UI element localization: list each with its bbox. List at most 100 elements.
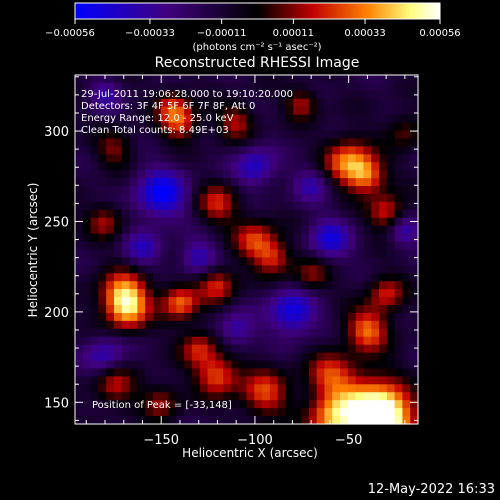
heatmap-cell xyxy=(145,90,154,100)
heatmap-cell xyxy=(262,122,271,132)
heatmap-cell xyxy=(324,249,333,259)
heatmap-cell xyxy=(340,368,349,378)
heatmap-cell xyxy=(347,400,357,409)
heatmap-cell xyxy=(176,138,185,147)
heatmap-cell xyxy=(371,305,380,314)
heatmap-cell xyxy=(207,265,216,274)
heatmap-cell xyxy=(386,281,396,290)
heatmap-cell xyxy=(347,328,357,338)
heatmap-cell xyxy=(308,106,318,116)
heatmap-cell xyxy=(191,122,201,132)
heatmap-cell xyxy=(207,186,216,195)
heatmap-cell xyxy=(145,154,154,163)
heatmap-cell xyxy=(254,312,263,322)
heatmap-cell xyxy=(347,273,357,282)
heatmap-cell xyxy=(371,281,380,290)
heatmap-cell xyxy=(262,154,271,163)
heatmap-cell xyxy=(137,400,146,409)
heatmap-cell xyxy=(246,392,255,401)
heatmap-cell xyxy=(223,75,232,84)
heatmap-cell xyxy=(308,360,318,370)
heatmap-cell xyxy=(285,170,294,179)
heatmap-cell xyxy=(246,416,255,425)
heatmap-cell xyxy=(347,193,357,203)
heatmap-cell xyxy=(316,281,326,290)
heatmap-cell xyxy=(137,289,146,298)
heatmap-cell xyxy=(262,225,271,235)
heatmap-cell xyxy=(332,273,341,282)
heatmap-cell xyxy=(82,289,92,298)
heatmap-cell xyxy=(90,344,99,354)
heatmap-cell xyxy=(316,122,326,132)
heatmap-cell xyxy=(324,400,333,409)
heatmap-cell xyxy=(152,154,162,163)
heatmap-cell xyxy=(145,297,154,306)
heatmap-cell xyxy=(301,209,310,219)
heatmap-cell xyxy=(308,209,318,219)
heatmap-cell xyxy=(98,273,107,282)
heatmap-cell xyxy=(152,75,162,84)
heatmap-cell xyxy=(215,130,224,140)
heatmap-cell xyxy=(152,408,162,417)
heatmap-cell xyxy=(379,305,388,314)
heatmap-cell xyxy=(410,273,419,282)
heatmap-cell xyxy=(207,154,216,163)
heatmap-cell xyxy=(121,273,131,282)
heatmap-cell xyxy=(316,416,326,425)
heatmap-cell xyxy=(308,75,318,84)
heatmap-cell xyxy=(371,201,380,211)
heatmap-cell xyxy=(137,344,146,354)
heatmap-cell xyxy=(113,336,123,346)
heatmap-cell xyxy=(340,392,349,401)
heatmap-cell xyxy=(98,281,107,290)
heatmap-cell xyxy=(386,82,396,92)
heatmap-cell xyxy=(168,320,177,330)
heatmap-cell xyxy=(176,376,185,385)
heatmap-cell xyxy=(121,233,131,243)
heatmap-cell xyxy=(145,106,154,116)
heatmap-cell xyxy=(355,336,365,346)
heatmap-cell xyxy=(121,75,131,84)
heatmap-cell xyxy=(363,233,372,243)
heatmap-cell xyxy=(316,186,326,195)
heatmap-cell xyxy=(254,368,263,378)
heatmap-cell xyxy=(410,408,419,417)
heatmap-cell xyxy=(285,106,294,116)
heatmap-cell xyxy=(199,186,209,195)
heatmap-cell xyxy=(113,162,123,171)
heatmap-cell xyxy=(106,170,115,179)
heatmap-cell xyxy=(223,201,232,211)
heatmap-cell xyxy=(285,320,294,330)
heatmap-cell xyxy=(160,201,170,211)
heatmap-cell xyxy=(137,138,146,147)
heatmap-cell xyxy=(215,122,224,132)
heatmap-cell xyxy=(269,241,279,251)
heatmap-cell xyxy=(332,344,341,354)
heatmap-cell xyxy=(168,384,177,393)
heatmap-cell xyxy=(230,249,240,259)
heatmap-cell xyxy=(308,281,318,290)
heatmap-cell xyxy=(293,273,302,282)
heatmap-cell xyxy=(137,178,146,187)
heatmap-cell xyxy=(152,122,162,132)
heatmap-cell xyxy=(355,328,365,338)
heatmap-cell xyxy=(207,320,216,330)
heatmap-cell xyxy=(293,75,302,84)
heatmap-cell xyxy=(254,146,263,155)
heatmap-cell xyxy=(347,249,357,259)
heatmap-cell xyxy=(113,328,123,338)
heatmap-cell xyxy=(363,162,372,171)
heatmap-cell xyxy=(308,90,318,100)
heatmap-cell xyxy=(184,368,193,378)
heatmap-cell xyxy=(293,130,302,140)
heatmap-cell xyxy=(82,106,92,116)
heatmap-cell xyxy=(145,186,154,195)
heatmap-cell xyxy=(316,193,326,203)
heatmap-cell xyxy=(332,265,341,274)
heatmap-cell xyxy=(410,344,419,354)
heatmap-cell xyxy=(340,217,349,227)
heatmap-cell xyxy=(301,328,310,338)
heatmap-cell xyxy=(293,392,302,401)
heatmap-cell xyxy=(301,273,310,282)
heatmap-cell xyxy=(379,289,388,298)
